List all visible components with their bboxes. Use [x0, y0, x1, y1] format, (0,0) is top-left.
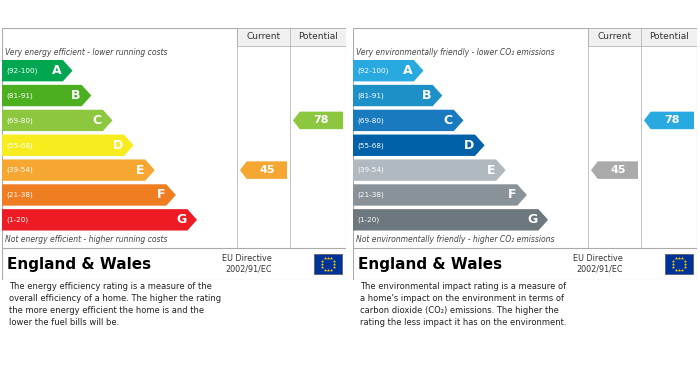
Text: B: B: [71, 89, 80, 102]
Text: B: B: [422, 89, 432, 102]
Polygon shape: [2, 135, 134, 156]
Polygon shape: [353, 135, 484, 156]
Text: The energy efficiency rating is a measure of the
overall efficiency of a home. T: The energy efficiency rating is a measur…: [9, 282, 221, 326]
Text: (81-91): (81-91): [357, 92, 384, 99]
Polygon shape: [353, 160, 505, 181]
Bar: [314, 254, 342, 274]
Text: (92-100): (92-100): [357, 67, 388, 74]
Text: EU Directive
2002/91/EC: EU Directive 2002/91/EC: [222, 254, 272, 274]
Text: C: C: [444, 114, 453, 127]
Text: Potential: Potential: [649, 32, 689, 41]
Polygon shape: [644, 112, 694, 129]
Text: (55-68): (55-68): [357, 142, 384, 149]
Text: (69-80): (69-80): [357, 117, 384, 124]
Text: (55-68): (55-68): [6, 142, 33, 149]
Text: (21-38): (21-38): [357, 192, 384, 198]
Text: England & Wales: England & Wales: [358, 256, 502, 271]
Text: (1-20): (1-20): [6, 217, 28, 223]
Text: (81-91): (81-91): [6, 92, 33, 99]
Bar: [588, 28, 697, 46]
Polygon shape: [2, 160, 155, 181]
Text: Not energy efficient - higher running costs: Not energy efficient - higher running co…: [5, 235, 167, 244]
Text: (21-38): (21-38): [6, 192, 33, 198]
Polygon shape: [2, 60, 73, 81]
Polygon shape: [591, 161, 638, 179]
Text: G: G: [527, 213, 538, 226]
Text: The environmental impact rating is a measure of
a home's impact on the environme: The environmental impact rating is a mea…: [360, 282, 566, 326]
Text: E: E: [486, 163, 495, 177]
Text: G: G: [176, 213, 186, 226]
Text: England & Wales: England & Wales: [7, 256, 151, 271]
Polygon shape: [353, 85, 442, 106]
Polygon shape: [2, 184, 176, 206]
Text: Very environmentally friendly - lower CO₂ emissions: Very environmentally friendly - lower CO…: [356, 48, 554, 57]
Polygon shape: [2, 85, 91, 106]
Text: (39-54): (39-54): [357, 167, 384, 173]
Polygon shape: [353, 60, 424, 81]
Text: Not environmentally friendly - higher CO₂ emissions: Not environmentally friendly - higher CO…: [356, 235, 554, 244]
Polygon shape: [293, 112, 343, 129]
Text: (39-54): (39-54): [6, 167, 33, 173]
Text: Potential: Potential: [298, 32, 338, 41]
Text: Current: Current: [246, 32, 281, 41]
Text: A: A: [403, 64, 413, 77]
Text: EU Directive
2002/91/EC: EU Directive 2002/91/EC: [573, 254, 623, 274]
Text: D: D: [113, 139, 123, 152]
Polygon shape: [353, 110, 463, 131]
Text: C: C: [92, 114, 102, 127]
Text: Environmental Impact (CO₂) Rating: Environmental Impact (CO₂) Rating: [358, 9, 591, 22]
Bar: [237, 28, 346, 46]
Polygon shape: [2, 209, 197, 231]
Text: (69-80): (69-80): [6, 117, 33, 124]
Polygon shape: [353, 184, 527, 206]
Bar: [665, 254, 693, 274]
Text: Very energy efficient - lower running costs: Very energy efficient - lower running co…: [5, 48, 167, 57]
Text: A: A: [52, 64, 62, 77]
Text: F: F: [157, 188, 165, 201]
Text: 78: 78: [314, 115, 329, 126]
Text: E: E: [136, 163, 144, 177]
Polygon shape: [2, 110, 113, 131]
Text: Current: Current: [597, 32, 631, 41]
Text: (92-100): (92-100): [6, 67, 37, 74]
Text: D: D: [463, 139, 474, 152]
Polygon shape: [353, 209, 548, 231]
Text: Energy Efficiency Rating: Energy Efficiency Rating: [7, 9, 169, 22]
Text: 45: 45: [610, 165, 626, 175]
Polygon shape: [240, 161, 287, 179]
Text: 78: 78: [664, 115, 680, 126]
Text: F: F: [508, 188, 517, 201]
Text: (1-20): (1-20): [357, 217, 379, 223]
Text: 45: 45: [259, 165, 274, 175]
